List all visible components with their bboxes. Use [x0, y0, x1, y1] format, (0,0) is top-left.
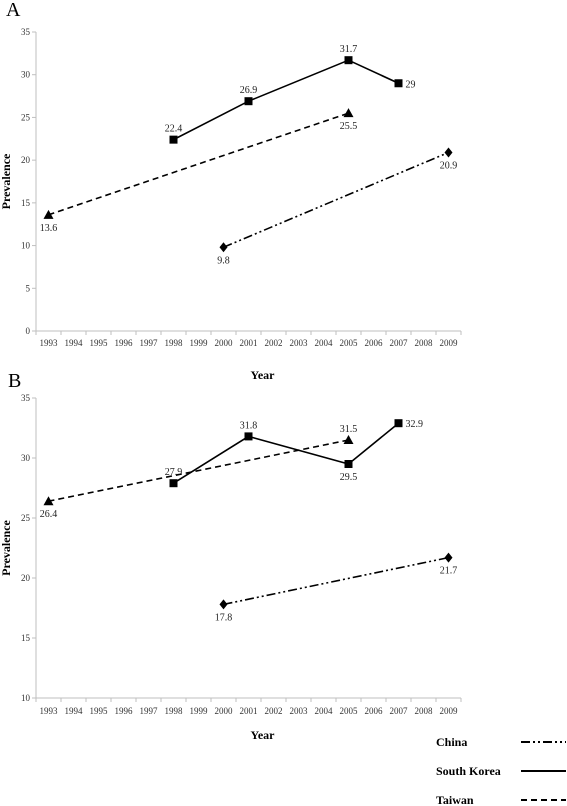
- data-point-china: [219, 599, 228, 610]
- data-label: 13.6: [40, 223, 58, 234]
- y-axis-title: Prevalence: [0, 519, 13, 575]
- data-point-china: [219, 242, 228, 253]
- x-tick-label: 1996: [115, 338, 134, 348]
- x-tick-label: 1999: [190, 338, 209, 348]
- y-tick-label: 35: [21, 27, 31, 37]
- data-label: 17.8: [215, 612, 233, 623]
- data-point-taiwan: [43, 496, 54, 506]
- x-tick-label: 1998: [165, 338, 184, 348]
- x-tick-label: 1994: [65, 706, 84, 716]
- y-tick-label: 15: [21, 633, 31, 643]
- data-point-south-korea: [244, 432, 253, 441]
- series-line-china: [223, 151, 449, 249]
- x-tick-label: 2000: [215, 706, 234, 716]
- legend: China South Korea Taiwan: [436, 735, 566, 806]
- y-axis-title: Prevalence: [0, 153, 13, 209]
- data-label: 29.5: [340, 472, 358, 483]
- x-tick-label: 2006: [365, 338, 384, 348]
- x-tick-label: 1996: [115, 706, 134, 716]
- panel-letter: A: [6, 0, 21, 21]
- x-tick-label: 2009: [440, 706, 459, 716]
- data-label: 21.7: [440, 566, 458, 577]
- data-point-south-korea: [169, 479, 178, 488]
- data-label: 25.5: [340, 121, 358, 132]
- data-label: 31.8: [240, 420, 258, 431]
- y-tick-label: 10: [21, 241, 31, 251]
- x-tick-label: 1998: [165, 706, 184, 716]
- x-tick-label: 2008: [415, 706, 434, 716]
- x-tick-label: 2004: [315, 338, 334, 348]
- data-point-taiwan: [43, 209, 54, 219]
- x-tick-label: 2006: [365, 706, 384, 716]
- x-axis-title: Year: [251, 368, 276, 382]
- chart-panel-b: B 10 15 20 25 30 35 1993 1994 1995 1996 1997 1998 199…: [0, 370, 462, 742]
- y-tick-label: 30: [21, 70, 31, 80]
- x-tick-label: 2007: [390, 706, 409, 716]
- x-tick-label: 1993: [40, 338, 59, 348]
- data-label: 32.9: [406, 419, 424, 430]
- x-tick-label: 2003: [290, 338, 309, 348]
- series-line-south-korea: [173, 59, 399, 141]
- x-tick-label: 2001: [240, 706, 258, 716]
- series-line-taiwan: [48, 439, 349, 502]
- x-tick-label: 2002: [265, 706, 283, 716]
- panel-letter: B: [8, 370, 21, 392]
- y-tick-label: 20: [21, 573, 31, 583]
- data-point-china: [444, 147, 453, 158]
- y-tick-label: 10: [21, 693, 31, 703]
- data-label: 26.9: [240, 85, 258, 96]
- data-label: 31.5: [340, 424, 358, 435]
- y-tick-label: 25: [21, 112, 31, 122]
- data-point-taiwan: [343, 108, 354, 118]
- x-tick-label: 1995: [90, 706, 109, 716]
- x-tick-label: 2005: [340, 706, 359, 716]
- x-tick-label: 2000: [215, 338, 234, 348]
- y-tick-label: 25: [21, 513, 31, 523]
- y-tick-label: 5: [26, 283, 31, 293]
- data-point-south-korea: [169, 135, 178, 144]
- data-label: 31.7: [340, 44, 358, 55]
- x-tick-label: 2008: [415, 338, 434, 348]
- x-tick-label: 2003: [290, 706, 309, 716]
- x-tick-label: 1993: [40, 706, 59, 716]
- y-tick-label: 0: [26, 326, 31, 336]
- data-point-south-korea: [394, 79, 403, 88]
- x-tick-label: 1997: [140, 338, 159, 348]
- series-line-taiwan: [48, 112, 349, 216]
- x-tick-label: 1994: [65, 338, 84, 348]
- legend-label: China: [436, 735, 467, 749]
- x-tick-label: 1997: [140, 706, 159, 716]
- data-point-south-korea: [394, 419, 403, 428]
- data-point-south-korea: [344, 56, 353, 65]
- x-tick-label: 1995: [90, 338, 109, 348]
- x-axis-title: Year: [251, 728, 276, 742]
- data-label: 27.9: [165, 467, 183, 478]
- data-label: 22.4: [165, 124, 183, 135]
- x-tick-label: 1999: [190, 706, 209, 716]
- x-tick-label: 2004: [315, 706, 334, 716]
- chart-panel-a: A 0 5 10 15 20 25 30 35 1993 1994 1995 1996 1997 1998 1…: [0, 0, 462, 382]
- series-line-china: [223, 556, 449, 606]
- y-tick-label: 15: [21, 198, 31, 208]
- y-tick-label: 35: [21, 393, 31, 403]
- y-tick-label: 30: [21, 453, 31, 463]
- y-tick-label: 20: [21, 155, 31, 165]
- data-point-china: [444, 552, 453, 563]
- legend-label: Taiwan: [436, 793, 474, 806]
- data-label: 29: [406, 79, 416, 90]
- x-tick-label: 2007: [390, 338, 409, 348]
- data-label: 26.4: [40, 509, 58, 520]
- data-point-south-korea: [344, 460, 353, 468]
- data-point-taiwan: [343, 435, 354, 444]
- data-label: 20.9: [440, 160, 458, 171]
- data-label: 9.8: [217, 255, 230, 266]
- x-tick-label: 2001: [240, 338, 258, 348]
- data-point-south-korea: [244, 97, 253, 106]
- legend-label: South Korea: [436, 764, 501, 778]
- x-tick-label: 2002: [265, 338, 283, 348]
- x-tick-label: 2005: [340, 338, 359, 348]
- x-tick-label: 2009: [440, 338, 459, 348]
